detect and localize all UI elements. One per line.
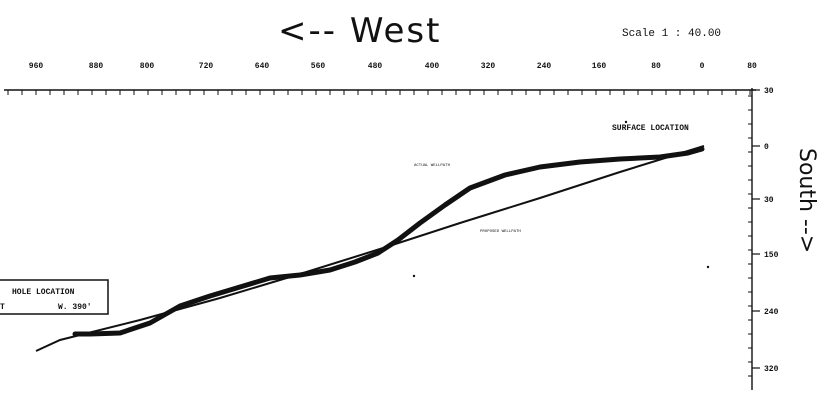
x-tick-label: 160 xyxy=(592,62,607,71)
scale-label: Scale 1 : 40.00 xyxy=(622,28,721,40)
x-tick-label: 80 xyxy=(747,62,757,71)
y-tick-label: 150 xyxy=(764,251,779,260)
bottom-hole-line2: W. 390' xyxy=(58,303,92,312)
x-tick-label: 880 xyxy=(89,62,104,71)
x-axis: 960 880 800 720 640 560 480 400 320 240 160 80 0 80 xyxy=(4,62,757,95)
x-tick-label: 320 xyxy=(481,62,496,71)
bottom-hole-line2-prefix: T xyxy=(0,303,5,312)
x-tick-label: 720 xyxy=(199,62,214,71)
series-line-actual xyxy=(72,146,705,337)
y-axis-label: South --> xyxy=(794,148,819,253)
x-tick-label: 0 xyxy=(700,62,705,71)
x-tick-label: 400 xyxy=(425,62,440,71)
scan-speck xyxy=(624,120,628,124)
series-group xyxy=(35,120,710,352)
y-tick-label: 30 xyxy=(764,196,774,205)
y-tick-label: 320 xyxy=(764,365,779,374)
annotations: SURFACE LOCATION ACTUAL WELLPATH PROPOSE… xyxy=(0,124,689,315)
x-tick-label: 960 xyxy=(29,62,44,71)
actual-wellpath-label: ACTUAL WELLPATH xyxy=(414,164,451,168)
x-tick-label: 560 xyxy=(311,62,326,71)
x-tick-label: 240 xyxy=(537,62,552,71)
bottom-hole-line1: HOLE LOCATION xyxy=(12,288,75,297)
y-axis: 30 0 30 150 240 320 xyxy=(748,87,779,390)
scan-speck xyxy=(706,265,710,269)
x-tick-label: 80 xyxy=(651,62,661,71)
proposed-wellpath-label: PROPOSED WELLPATH xyxy=(480,230,521,234)
chart-title: <-- West xyxy=(278,11,441,51)
y-tick-label: 0 xyxy=(764,143,769,152)
x-tick-label: 480 xyxy=(368,62,383,71)
scan-speck xyxy=(412,274,416,278)
bottom-hole-box xyxy=(0,279,109,315)
x-tick-label: 800 xyxy=(140,62,155,71)
y-tick-label: 30 xyxy=(764,87,774,96)
series-line-proposed xyxy=(35,145,705,352)
y-tick-label: 240 xyxy=(764,308,779,317)
x-tick-label: 640 xyxy=(255,62,270,71)
surface-location-label: SURFACE LOCATION xyxy=(612,124,689,133)
